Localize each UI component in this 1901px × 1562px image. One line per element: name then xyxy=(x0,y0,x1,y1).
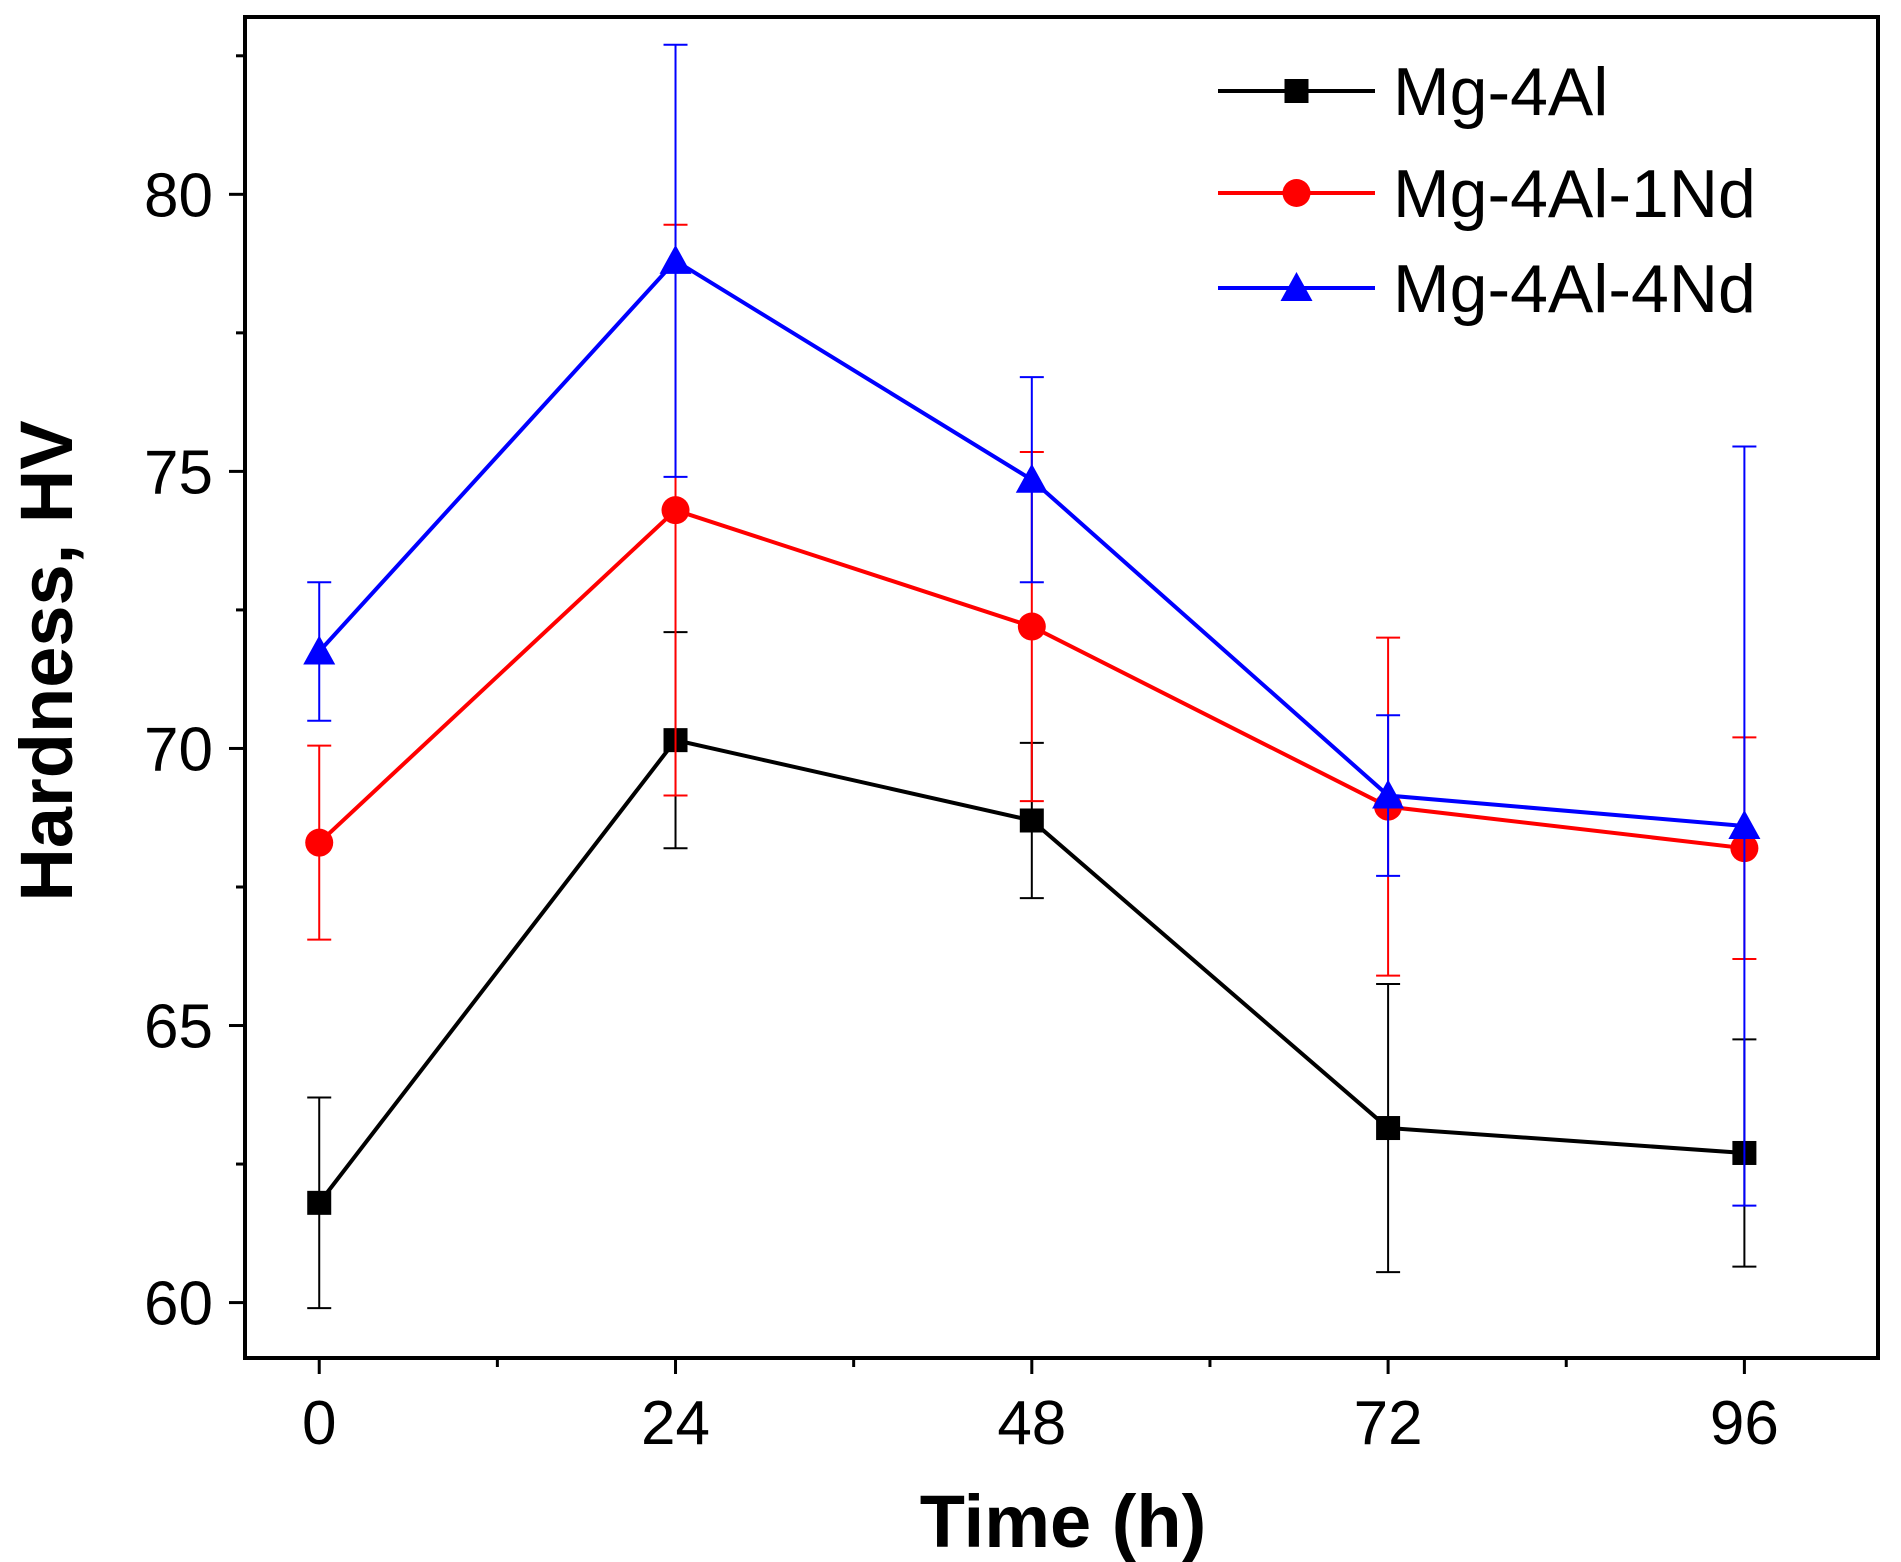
legend-marker xyxy=(1282,179,1311,207)
x-axis-title: Time (h) xyxy=(920,1480,1206,1562)
x-tick-label: 72 xyxy=(1354,1389,1423,1458)
data-point xyxy=(1015,463,1048,493)
data-point xyxy=(659,244,692,274)
legend-label: Mg-4Al-4Nd xyxy=(1393,251,1756,327)
y-tick-label: 80 xyxy=(144,161,213,230)
series-2 xyxy=(303,43,1761,1207)
y-axis-title: Hardness, HV xyxy=(5,420,88,901)
data-point xyxy=(1372,779,1405,809)
series-1 xyxy=(305,223,1759,977)
legend-label: Mg-4Al xyxy=(1393,54,1608,130)
y-tick-label: 70 xyxy=(144,715,213,784)
legend-entry-2: Mg-4Al-4Nd xyxy=(1218,251,1756,327)
x-tick-label: 96 xyxy=(1710,1389,1779,1458)
x-tick-label: 24 xyxy=(641,1389,710,1458)
legend-label: Mg-4Al-1Nd xyxy=(1393,156,1756,232)
plot-frame xyxy=(243,15,1880,1360)
legend: Mg-4Al Mg-4Al-1Nd Mg-4Al-4Nd xyxy=(1218,54,1756,327)
y-tick-label: 75 xyxy=(144,438,213,507)
plot-area xyxy=(303,43,1761,1310)
data-point xyxy=(1376,1116,1401,1141)
data-point xyxy=(1017,612,1046,641)
x-tick-label: 48 xyxy=(997,1389,1066,1458)
y-tick-label: 60 xyxy=(144,1270,213,1339)
legend-entry-0: Mg-4Al xyxy=(1218,54,1608,130)
data-point xyxy=(303,635,336,665)
x-tick-label: 0 xyxy=(302,1389,336,1458)
legend-marker xyxy=(1284,79,1309,103)
data-point xyxy=(1728,810,1761,840)
data-point xyxy=(1019,808,1044,833)
data-point xyxy=(305,828,334,857)
legend-entry-1: Mg-4Al-1Nd xyxy=(1218,156,1756,232)
data-point xyxy=(661,496,690,525)
y-tick-label: 65 xyxy=(144,993,213,1062)
data-point xyxy=(307,1190,332,1215)
legend-marker xyxy=(1280,272,1313,301)
axes: 0 24 48 72 96 60 65 70 75 80 xyxy=(144,15,1880,1458)
